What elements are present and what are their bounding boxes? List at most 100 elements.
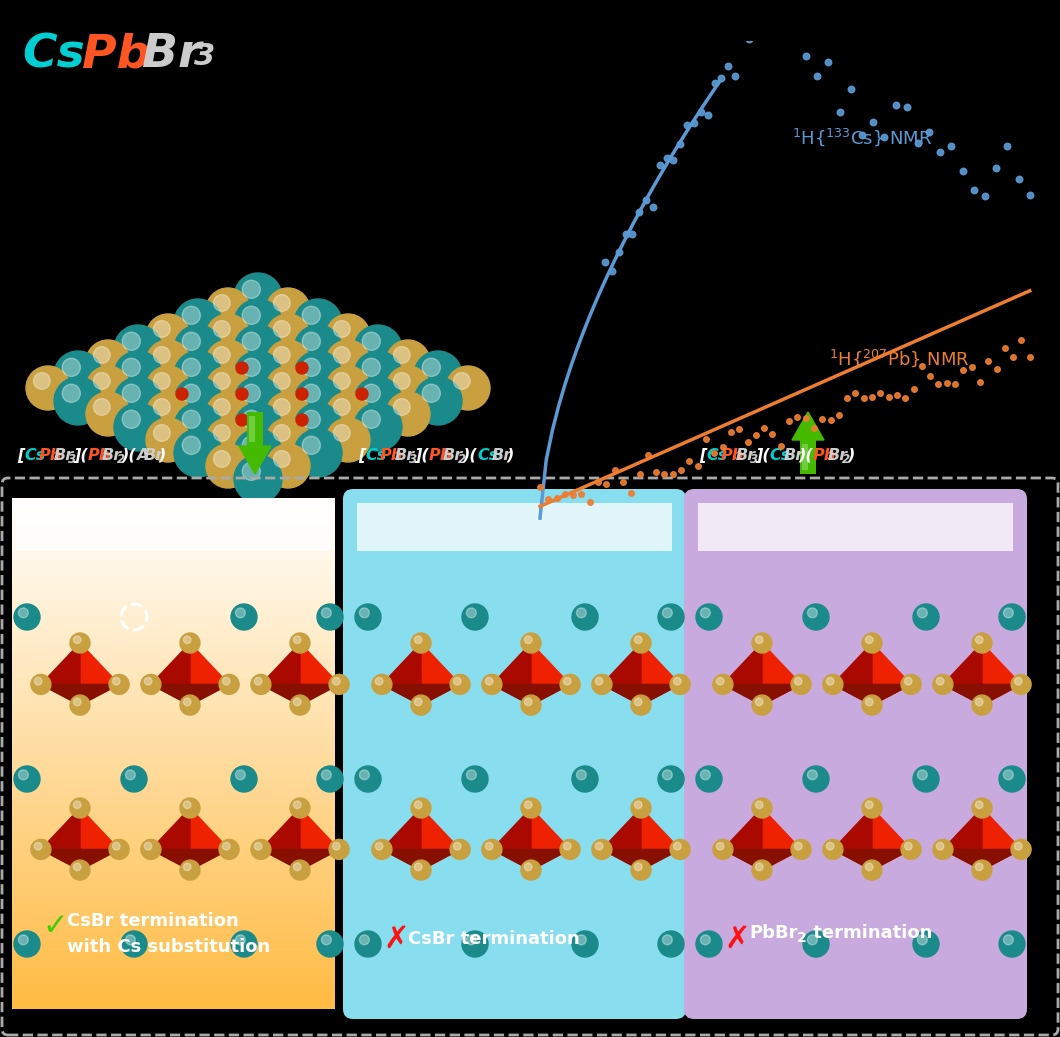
- Circle shape: [213, 320, 230, 337]
- Point: [678, 117, 695, 134]
- Point: [888, 387, 905, 403]
- Text: ✗: ✗: [383, 925, 408, 953]
- Point: [887, 96, 904, 113]
- Point: [597, 254, 614, 271]
- Circle shape: [865, 636, 873, 644]
- Circle shape: [522, 695, 541, 716]
- Circle shape: [70, 860, 90, 880]
- FancyBboxPatch shape: [12, 923, 335, 933]
- Circle shape: [363, 384, 381, 402]
- Circle shape: [354, 351, 402, 399]
- Point: [697, 430, 714, 447]
- Point: [999, 137, 1015, 153]
- Circle shape: [333, 842, 340, 850]
- FancyBboxPatch shape: [12, 514, 335, 525]
- Polygon shape: [261, 684, 339, 705]
- Circle shape: [1004, 935, 1013, 945]
- Point: [847, 385, 864, 401]
- Circle shape: [121, 931, 147, 957]
- Circle shape: [294, 377, 342, 425]
- Point: [734, 24, 750, 40]
- Circle shape: [1011, 839, 1031, 860]
- Circle shape: [290, 860, 310, 880]
- FancyBboxPatch shape: [12, 557, 335, 567]
- Circle shape: [14, 931, 40, 957]
- Point: [789, 409, 806, 425]
- Text: )(: )(: [122, 448, 137, 463]
- Point: [700, 107, 717, 123]
- FancyBboxPatch shape: [799, 440, 816, 474]
- Circle shape: [808, 935, 817, 945]
- Point: [672, 135, 689, 151]
- FancyBboxPatch shape: [12, 769, 335, 780]
- Text: ): ): [847, 448, 854, 463]
- Circle shape: [290, 695, 310, 716]
- Circle shape: [302, 306, 320, 325]
- Circle shape: [414, 636, 422, 644]
- Circle shape: [122, 332, 140, 351]
- Point: [988, 160, 1005, 176]
- Text: PbBr: PbBr: [749, 924, 797, 942]
- FancyBboxPatch shape: [12, 566, 335, 576]
- Point: [954, 163, 971, 179]
- Circle shape: [713, 674, 732, 695]
- Circle shape: [213, 372, 230, 389]
- Circle shape: [913, 766, 939, 792]
- Circle shape: [596, 842, 603, 850]
- Circle shape: [236, 414, 248, 426]
- Polygon shape: [833, 684, 912, 705]
- Point: [756, 420, 773, 437]
- FancyBboxPatch shape: [12, 625, 335, 636]
- Text: Br: Br: [828, 448, 848, 463]
- FancyBboxPatch shape: [12, 897, 335, 907]
- Circle shape: [393, 346, 410, 363]
- Circle shape: [525, 698, 532, 706]
- Text: 2: 2: [117, 453, 125, 466]
- Circle shape: [296, 388, 308, 400]
- Circle shape: [1004, 769, 1013, 780]
- Polygon shape: [762, 643, 801, 705]
- Point: [681, 452, 697, 469]
- Circle shape: [273, 295, 290, 311]
- Point: [747, 426, 764, 443]
- Circle shape: [577, 769, 586, 780]
- Point: [865, 114, 882, 131]
- Point: [971, 373, 988, 390]
- FancyBboxPatch shape: [12, 948, 335, 958]
- Circle shape: [827, 842, 834, 850]
- Circle shape: [808, 608, 817, 618]
- Text: 2: 2: [797, 931, 807, 945]
- Polygon shape: [531, 643, 570, 705]
- Circle shape: [572, 931, 598, 957]
- Circle shape: [631, 633, 651, 653]
- Polygon shape: [41, 684, 119, 705]
- Circle shape: [462, 604, 488, 630]
- Circle shape: [294, 299, 342, 347]
- Polygon shape: [261, 849, 339, 870]
- Circle shape: [414, 351, 462, 399]
- Circle shape: [242, 463, 261, 480]
- Circle shape: [634, 636, 642, 644]
- Circle shape: [482, 674, 501, 695]
- Circle shape: [86, 340, 130, 384]
- Polygon shape: [382, 808, 421, 870]
- Circle shape: [862, 633, 882, 653]
- Circle shape: [560, 839, 580, 860]
- Circle shape: [219, 674, 240, 695]
- Point: [988, 360, 1005, 376]
- Circle shape: [26, 366, 70, 410]
- Polygon shape: [261, 808, 300, 870]
- FancyBboxPatch shape: [12, 931, 335, 942]
- Text: ](: ](: [414, 448, 429, 463]
- Circle shape: [454, 677, 461, 685]
- Point: [964, 359, 981, 375]
- Circle shape: [273, 398, 290, 416]
- Text: 2: 2: [458, 453, 465, 466]
- Circle shape: [174, 377, 222, 425]
- Text: Br: Br: [736, 448, 756, 463]
- Text: termination: termination: [807, 924, 933, 942]
- Circle shape: [114, 325, 162, 373]
- Circle shape: [634, 863, 642, 871]
- Circle shape: [326, 392, 370, 436]
- Point: [720, 58, 737, 75]
